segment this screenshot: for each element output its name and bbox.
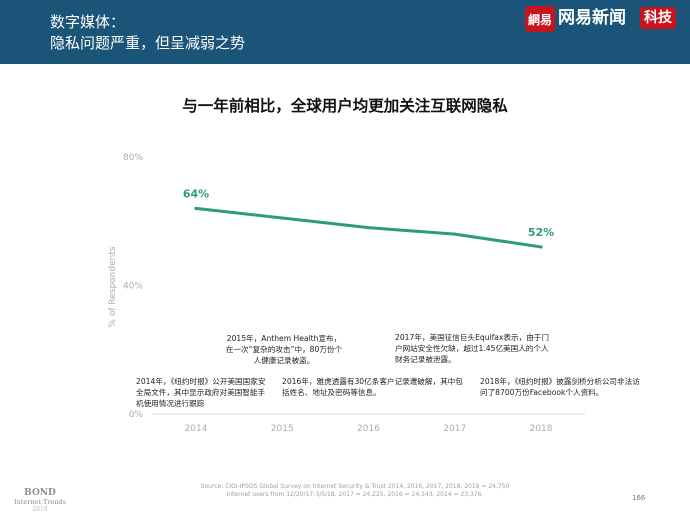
page-number: 166 (632, 494, 646, 502)
header-title-line1: 数字媒体： (50, 13, 126, 31)
chart-title: 与一年前相比，全球用户均更加关注互联网隐私 (182, 97, 508, 115)
y-tick-label: 0% (129, 410, 144, 420)
bond-logo: BOND Internet Trends 2019 (14, 488, 67, 513)
source-note: Source: CIGI-IPSOS Global Survey on Inte… (200, 483, 510, 498)
brand-tag: 科技 (640, 7, 676, 29)
x-tick-label: 2016 (357, 424, 380, 434)
data-point (366, 226, 371, 230)
netease-logo-icon: 網易 (525, 6, 555, 32)
data-point (453, 232, 457, 236)
x-tick-label: 2015 (271, 424, 294, 434)
annotation-2016: 2016年，雅虎透露有30亿条客户记录遭破解，其中包括姓名、地址及密码等信息。 (282, 376, 468, 398)
data-point (194, 206, 198, 210)
header-banner: 数字媒体： 隐私问题严重，但呈减弱之势 網易 网易新闻 科技 (0, 0, 690, 64)
annotation-2018: 2018年，《纽约时报》披露剑桥分析公司非法访问了8700万份Facebook个… (480, 376, 640, 398)
data-point (280, 216, 284, 220)
annotation-2017: 2017年，美国征信巨头Equifax表示，由于门户网站安全性欠缺，超过1.45… (395, 332, 555, 365)
y-tick-label: 40% (123, 282, 143, 292)
data-label: 64% (183, 187, 209, 200)
brand-name: 网易新闻 (558, 8, 626, 28)
header-title-line2: 隐私问题严重，但呈减弱之势 (50, 34, 246, 52)
x-tick-label: 2014 (185, 424, 208, 434)
annotation-2015: 2015年，Anthem Health宣布，在一次“复杂的攻击”中，80万份个人… (225, 333, 343, 366)
x-tick-label: 2018 (530, 424, 553, 434)
data-label: 52% (528, 226, 554, 239)
y-axis-title: % of Respondents (108, 246, 118, 327)
x-tick-label: 2017 (443, 424, 466, 434)
annotation-2014: 2014年，《纽约时报》公开美国国家安全局文件，其中显示政府对美国智能手机使用情… (136, 376, 268, 409)
y-tick-label: 80% (123, 153, 143, 163)
data-point (539, 245, 543, 249)
